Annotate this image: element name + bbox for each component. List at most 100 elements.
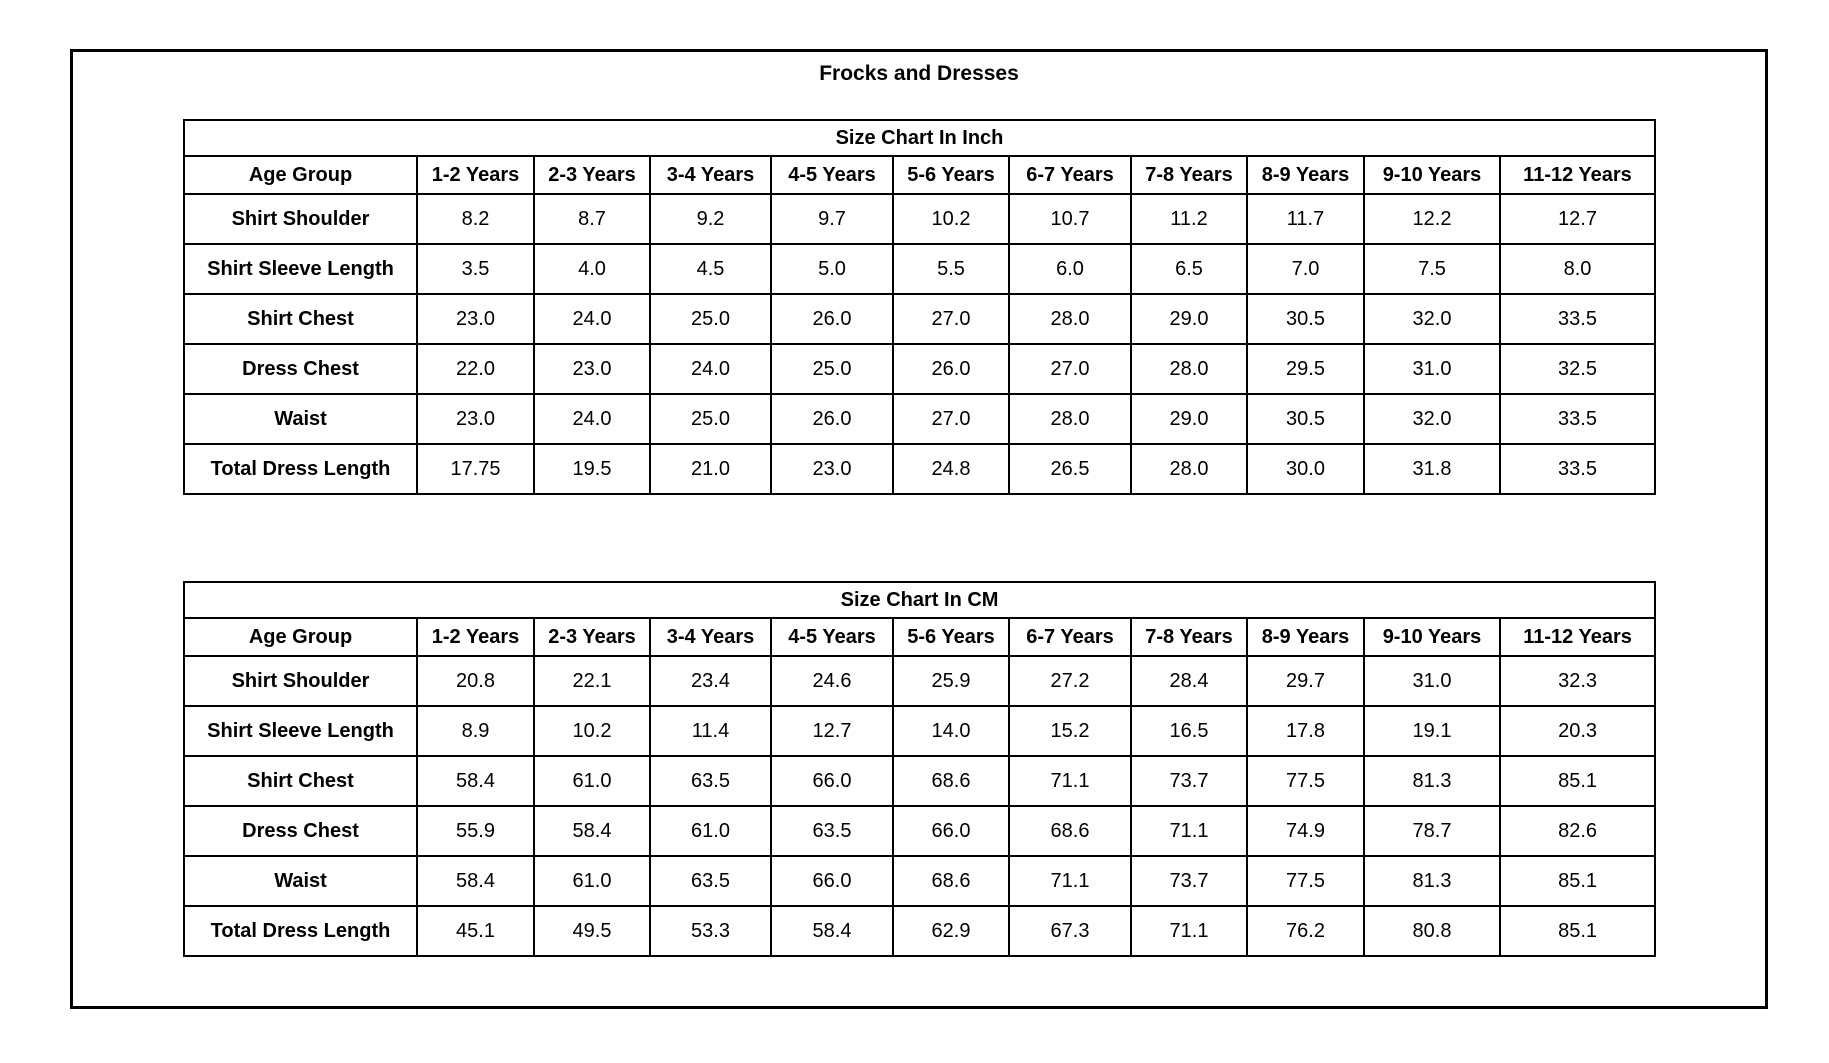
value-cell: 28.0	[1130, 343, 1248, 395]
value-cell: 11.2	[1130, 193, 1248, 245]
value-cell: 68.6	[892, 755, 1010, 807]
value-cell: 20.3	[1498, 705, 1657, 757]
column-header: 2-3 Years	[533, 617, 651, 657]
value-cell: 23.0	[416, 393, 535, 445]
table-title-row: Size Chart In CM	[182, 581, 1657, 619]
column-header: 6-7 Years	[1008, 155, 1132, 195]
value-cell: 82.6	[1498, 805, 1657, 857]
column-header: 1-2 Years	[416, 155, 535, 195]
value-cell: 24.6	[770, 655, 894, 707]
value-cell: 58.4	[533, 805, 651, 857]
value-cell: 78.7	[1363, 805, 1501, 857]
table-row: Shirt Chest 23.0 24.0 25.0 26.0 27.0 28.0 29.0 3…	[183, 293, 1656, 345]
value-cell: 31.0	[1363, 655, 1501, 707]
value-cell: 55.9	[416, 805, 535, 857]
value-cell: 8.9	[416, 705, 535, 757]
table-title: Size Chart In Inch	[183, 119, 1656, 157]
value-cell: 25.0	[649, 293, 772, 345]
table-row: Shirt Sleeve Length 3.5 4.0 4.5 5.0 5.5 6.0 6.5…	[183, 243, 1656, 295]
value-cell: 20.8	[416, 655, 535, 707]
value-cell: 28.4	[1130, 655, 1248, 707]
value-cell: 5.0	[770, 243, 894, 295]
value-cell: 8.7	[533, 193, 651, 245]
table-row: Dress Chest 55.9 58.4 61.0 63.5 66.0 68.6 71.1 7…	[183, 805, 1657, 857]
row-label: Shirt Shoulder	[183, 655, 418, 707]
column-header: 2-3 Years	[533, 155, 651, 195]
value-cell: 7.0	[1246, 243, 1365, 295]
table-row: Total Dress Length 45.1 49.5 53.3 58.4 62.9 67…	[183, 905, 1657, 957]
value-cell: 5.5	[892, 243, 1010, 295]
value-cell: 32.0	[1363, 393, 1501, 445]
column-header: 11-12 Years	[1499, 155, 1656, 195]
value-cell: 76.2	[1246, 905, 1365, 957]
column-header: 7-8 Years	[1130, 617, 1248, 657]
column-header: 9-10 Years	[1363, 617, 1501, 657]
column-header: 3-4 Years	[649, 617, 772, 657]
value-cell: 58.4	[416, 755, 535, 807]
column-header: 8-9 Years	[1246, 155, 1365, 195]
value-cell: 27.0	[892, 293, 1010, 345]
size-chart-cm-table: Size Chart In CM Age Group 1-2 Years 2-3 Ye…	[182, 581, 1657, 957]
value-cell: 61.0	[649, 805, 772, 857]
value-cell: 81.3	[1363, 755, 1501, 807]
value-cell: 31.0	[1363, 343, 1501, 395]
row-label: Total Dress Length	[183, 443, 418, 495]
value-cell: 12.7	[770, 705, 894, 757]
value-cell: 8.2	[416, 193, 535, 245]
value-cell: 77.5	[1246, 755, 1365, 807]
value-cell: 32.0	[1363, 293, 1501, 345]
value-cell: 6.0	[1008, 243, 1132, 295]
value-cell: 24.0	[533, 393, 651, 445]
value-cell: 17.8	[1246, 705, 1365, 757]
value-cell: 7.5	[1363, 243, 1501, 295]
value-cell: 11.7	[1246, 193, 1365, 245]
value-cell: 24.0	[649, 343, 772, 395]
value-cell: 28.0	[1130, 443, 1248, 495]
value-cell: 33.5	[1499, 393, 1656, 445]
row-label: Shirt Chest	[183, 755, 418, 807]
column-header: 5-6 Years	[892, 617, 1010, 657]
table-row: Waist 58.4 61.0 63.5 66.0 68.6 71.1 73.7 77.5 81.…	[183, 855, 1657, 907]
value-cell: 53.3	[649, 905, 772, 957]
value-cell: 62.9	[892, 905, 1010, 957]
value-cell: 74.9	[1246, 805, 1365, 857]
value-cell: 4.0	[533, 243, 651, 295]
value-cell: 10.2	[892, 193, 1010, 245]
value-cell: 3.5	[416, 243, 535, 295]
value-cell: 32.5	[1499, 343, 1656, 395]
value-cell: 10.7	[1008, 193, 1132, 245]
value-cell: 11.4	[649, 705, 772, 757]
value-cell: 33.5	[1499, 293, 1656, 345]
value-cell: 58.4	[770, 905, 894, 957]
value-cell: 24.8	[892, 443, 1010, 495]
column-header: 4-5 Years	[770, 617, 894, 657]
table-row: Shirt Sleeve Length 8.9 10.2 11.4 12.7 14.0 15…	[183, 705, 1657, 757]
value-cell: 29.0	[1130, 393, 1248, 445]
value-cell: 30.5	[1246, 293, 1365, 345]
value-cell: 6.5	[1130, 243, 1248, 295]
value-cell: 14.0	[892, 705, 1010, 757]
value-cell: 23.4	[649, 655, 772, 707]
value-cell: 67.3	[1008, 905, 1132, 957]
value-cell: 71.1	[1130, 805, 1248, 857]
column-header: 1-2 Years	[416, 617, 535, 657]
row-label: Waist	[183, 855, 418, 907]
value-cell: 23.0	[416, 293, 535, 345]
column-header: 8-9 Years	[1246, 617, 1365, 657]
value-cell: 23.0	[533, 343, 651, 395]
row-label: Dress Chest	[183, 805, 418, 857]
value-cell: 29.7	[1246, 655, 1365, 707]
value-cell: 85.1	[1498, 905, 1657, 957]
column-header: 7-8 Years	[1130, 155, 1248, 195]
value-cell: 81.3	[1363, 855, 1501, 907]
table-row: Shirt Shoulder 8.2 8.7 9.2 9.7 10.2 10.7 11.2 11…	[183, 193, 1656, 245]
value-cell: 33.5	[1499, 443, 1656, 495]
value-cell: 63.5	[649, 755, 772, 807]
value-cell: 23.0	[770, 443, 894, 495]
value-cell: 28.0	[1008, 393, 1132, 445]
column-header: 3-4 Years	[649, 155, 772, 195]
value-cell: 85.1	[1498, 755, 1657, 807]
value-cell: 9.2	[649, 193, 772, 245]
value-cell: 66.0	[770, 855, 894, 907]
value-cell: 85.1	[1498, 855, 1657, 907]
